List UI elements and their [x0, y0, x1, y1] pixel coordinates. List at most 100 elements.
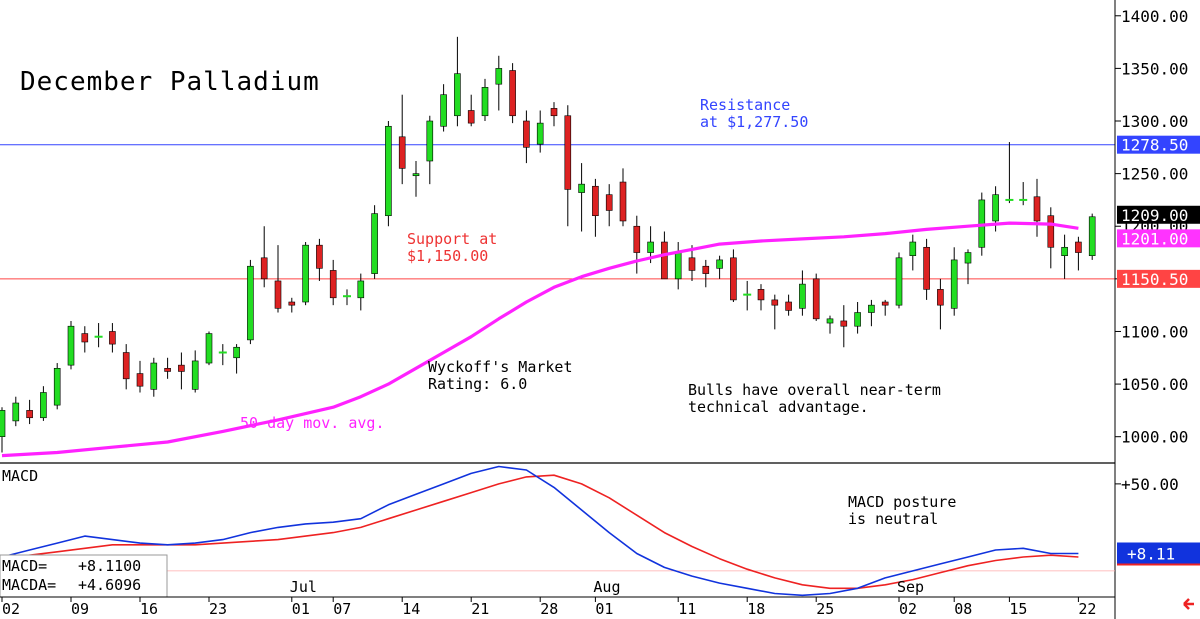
candle-body	[302, 244, 309, 303]
support-label-line-2: $1,150.00	[407, 247, 488, 265]
candle-body	[840, 320, 848, 327]
candle-body	[426, 120, 434, 162]
day-tick-label: 18	[747, 600, 765, 618]
chart-title: December Palladium	[20, 67, 320, 97]
day-tick-label: 02	[2, 600, 20, 618]
candle-body	[467, 110, 475, 124]
price-tick-label: 1050.00	[1121, 375, 1188, 394]
time-axis: 02 09 16 23 01 07 14 21 28 01 11 18 25 02 08 15 22 Jul Aug…	[0, 578, 1115, 618]
support-tag-bg	[1117, 269, 1200, 288]
price-tick-label: 1100.00	[1121, 322, 1188, 341]
candle-body	[1033, 196, 1041, 222]
macd-label: MACD	[2, 467, 38, 485]
macd-note-line-1: MACD posture	[848, 493, 956, 511]
candle-body	[923, 246, 930, 290]
candle-body	[1061, 246, 1068, 257]
candle-body	[454, 73, 461, 117]
rating-label-line-1: Wyckoff's Market	[428, 358, 573, 376]
candle-body	[191, 360, 199, 390]
macd-tag-bg	[1117, 542, 1200, 565]
ma-tag: 1201.00	[1121, 229, 1188, 248]
macda-signal-line	[1, 474, 1079, 590]
candle-body	[495, 68, 503, 85]
candle-body	[288, 301, 296, 306]
day-tick-label: 11	[678, 600, 696, 618]
candle-body	[357, 280, 365, 299]
candlesticks	[0, 36, 1096, 453]
ma-tag-bg	[1117, 229, 1200, 248]
candle-body	[247, 265, 254, 341]
macda-readout-label: MACDA=	[2, 576, 56, 594]
candle-body	[909, 241, 917, 257]
day-tick-label: 02	[899, 600, 917, 618]
candle-body	[412, 173, 420, 177]
candle-body	[109, 331, 116, 345]
resistance-tag: 1278.50	[1121, 136, 1188, 155]
macd-readout-box	[0, 554, 168, 598]
bulls-note-line-2: technical advantage.	[688, 398, 869, 416]
day-tick-label: 15	[1009, 600, 1027, 618]
resistance-label-line-1: Resistance	[700, 96, 790, 114]
candle-body	[385, 125, 392, 217]
day-tick-label: 25	[816, 600, 834, 618]
price-tick-label: 1350.00	[1121, 59, 1188, 78]
candle-body	[895, 257, 903, 306]
candle-body	[674, 252, 682, 280]
macd-panel: +50.00 +8.11	[0, 465, 1200, 597]
macd-readout-value: +8.1100	[78, 557, 141, 575]
candle-body	[992, 194, 999, 222]
candle-body	[881, 301, 889, 306]
day-tick-label: 16	[140, 600, 158, 618]
candle-body	[81, 333, 89, 343]
candle-body	[826, 318, 834, 324]
candle-body	[26, 410, 33, 419]
candle-body	[329, 270, 337, 299]
candle-body	[799, 283, 806, 309]
candle-body	[205, 333, 213, 364]
candle-body	[274, 280, 282, 309]
candle-body	[233, 346, 240, 359]
moving-average	[1, 221, 1079, 458]
candle-body	[398, 136, 406, 169]
scroll-left-arrow-icon[interactable]	[1183, 598, 1194, 610]
ma-label: 50-day mov. avg.	[240, 414, 385, 432]
candle-body	[564, 115, 572, 190]
candle-body	[371, 213, 378, 274]
day-tick-label: 01	[292, 600, 310, 618]
day-tick-label: 21	[471, 600, 489, 618]
month-label: Jul	[290, 578, 317, 596]
candle-body	[592, 185, 599, 217]
candle-body	[964, 252, 972, 264]
resistance-tag-bg	[1117, 135, 1200, 154]
candle-body	[702, 265, 710, 274]
price-tick-label: 1400.00	[1121, 7, 1188, 26]
day-tick-label: 09	[71, 600, 89, 618]
candle-body	[550, 108, 558, 117]
day-tick-label: 22	[1078, 600, 1096, 618]
month-label: Aug	[593, 578, 620, 596]
day-tick-label: 23	[209, 600, 227, 618]
day-tick-label: 14	[402, 600, 420, 618]
bulls-note-line-1: Bulls have overall near-term	[688, 381, 941, 399]
day-tick-label: 01	[595, 600, 613, 618]
candle-body	[53, 367, 61, 406]
candle-body	[785, 301, 792, 311]
candle-body	[950, 259, 958, 309]
macd-note-line-2: is neutral	[848, 510, 938, 528]
candle-body	[716, 259, 723, 269]
candle-body	[730, 257, 737, 301]
support-label-line-1: Support at	[407, 230, 497, 248]
candle-body	[688, 257, 696, 271]
candle-body	[523, 120, 530, 148]
day-tick-label: 28	[540, 600, 558, 618]
candle-body	[136, 373, 144, 387]
candle-body	[661, 241, 668, 280]
price-tick-label: 1000.00	[1121, 428, 1188, 447]
price-tick-label: 1300.00	[1121, 112, 1188, 131]
candle-body	[619, 181, 627, 222]
ma-50-line	[1, 221, 1079, 458]
macd-line	[1, 465, 1079, 597]
candle-body	[260, 257, 268, 280]
candle-body	[1047, 215, 1055, 248]
